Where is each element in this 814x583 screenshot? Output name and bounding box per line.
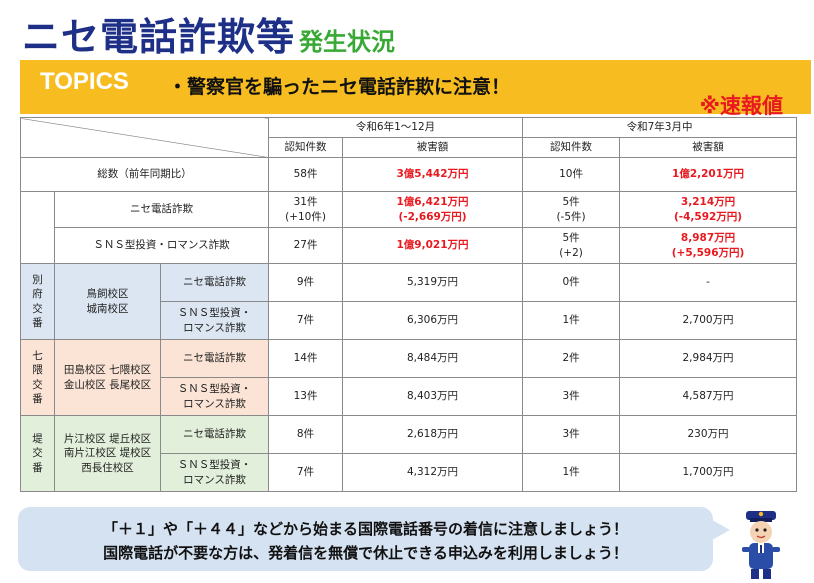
station-1-sns-p2-count: 1件 <box>522 301 621 340</box>
total-p2-damage: 1億2,201万円 <box>619 157 798 192</box>
station-1-nise-type: ニセ電話詐欺 <box>159 263 270 302</box>
station-2-name: 七隈交番 <box>20 339 55 416</box>
total-p1-count: 58件 <box>268 157 344 192</box>
station-2-schools: 田島校区 七隈校区 金山校区 長尾校区 <box>54 339 161 416</box>
station-3-schools: 片江校区 堤丘校区 南片江校区 堤校区 西長住校区 <box>54 415 161 492</box>
station-3-nise-p1-damage: 2,618万円 <box>342 415 524 454</box>
station-3-sns-p1-damage: 4,312万円 <box>342 453 524 492</box>
station-2-nise-p2-damage: 2,984万円 <box>619 339 798 378</box>
nise-p2-count: 5件 (-5件) <box>522 191 621 228</box>
nise-row: ニセ電話詐欺 31件 (+10件) 1億6,421万円 (-2,669万円) 5件(… <box>20 191 798 264</box>
total-label: 総数（前年同期比） <box>19 157 270 192</box>
station-3-sns-type: ＳＮＳ型投資・ ロマンス詐欺 <box>159 453 270 492</box>
station-1-sns-p1-damage: 6,306万円 <box>342 301 524 340</box>
sns-p1-damage: 1億9,021万円 <box>342 227 524 264</box>
notice-line-1: 「＋１」や「＋４４」などから始まる国際電話番号の着信に注意しましょう！ <box>102 520 628 538</box>
sns-p2-damage: 8,987万円 (+5,596万円) <box>619 227 798 264</box>
station-2-sns-p2-damage: 4,587万円 <box>619 377 798 416</box>
sns-row: ＳＮＳ型投資・ロマンス詐欺 27件 1億9,021万円 5件 (+2) 8,987… <box>21 227 798 264</box>
station-2-nise-row: 七隈交番 田島校区 七隈校区 金山校区 長尾校区 ニセ電話詐欺 14件 8,484… <box>20 339 798 416</box>
station-3-sns-p2-damage: 1,700万円 <box>619 453 798 492</box>
station-3-nise-p2-damage: 230万円 <box>619 415 798 454</box>
total-p2-count: 10件 <box>522 157 621 192</box>
page-title: ニセ電話詐欺等 発生状況 <box>22 4 395 56</box>
period2-header: 令和7年3月中 <box>522 117 798 138</box>
title-main: ニセ電話詐欺等 <box>22 15 296 59</box>
p2-count-header: 認知件数 <box>522 137 621 158</box>
station-2-sns-p1-damage: 8,403万円 <box>342 377 524 416</box>
sns-label: ＳＮＳ型投資・ロマンス詐欺 <box>53 227 270 264</box>
total-row: 総数（前年同期比） 58件 3億5,442万円 10件 1億2,201万円 <box>19 157 798 192</box>
station-3-name: 堤交番 <box>20 415 55 492</box>
station-2-nise-p2-count: 2件 <box>522 339 621 378</box>
flash-report-label: ※速報値 <box>699 94 783 118</box>
notice-line-2: 国際電話が不要な方は、発着信を無償で休止できる申込みを利用しましょう！ <box>103 544 628 562</box>
sns-p2-count: 5件 (+2) <box>522 227 621 264</box>
police-mascot-icon <box>742 511 780 579</box>
station-1-sns-row: ＳＮＳ型投資・ ロマンス詐欺 7件 6,306万円 1件 2,700万円 <box>20 301 798 340</box>
corner-cell <box>19 117 270 158</box>
station-2-sns-p1-count: 13件 <box>268 377 344 416</box>
nise-p1-count: 31件 (+10件) <box>268 191 344 228</box>
station-1-schools: 鳥飼校区 城南校区 <box>54 263 161 340</box>
nise-label: ニセ電話詐欺 <box>53 191 270 228</box>
station-1-nise-p2-count: 0件 <box>522 263 621 302</box>
p1-count-header: 認知件数 <box>268 137 344 158</box>
station-3-nise-p2-count: 3件 <box>522 415 621 454</box>
nise-p1-damage: 1億6,421万円 (-2,669万円) <box>342 191 524 228</box>
p2-damage-header: 被害額 <box>619 137 798 158</box>
topics-bar: TOPICS ・警察官を騙ったニセ電話詐欺に注意！ ※速報値 <box>20 60 811 118</box>
title-sub: 発生状況 <box>299 28 396 56</box>
p1-damage-header: 被害額 <box>342 137 524 158</box>
total-p1-damage: 3億5,442万円 <box>342 157 524 192</box>
station-3-sns-p1-count: 7件 <box>268 453 344 492</box>
bubble-tail <box>712 520 730 540</box>
station-1-nise-p1-damage: 5,319万円 <box>342 263 524 302</box>
station-2-sns-p2-count: 3件 <box>522 377 621 416</box>
station-1-nise-p1-count: 9件 <box>268 263 344 302</box>
station-2-nise-type: ニセ電話詐欺 <box>159 339 270 378</box>
station-2-nise-p1-count: 14件 <box>268 339 344 378</box>
station-1-sns-p1-count: 7件 <box>268 301 344 340</box>
notice-bubble: 「＋１」や「＋４４」などから始まる国際電話番号の着信に注意しましょう！ 国際電話… <box>18 507 713 571</box>
station-1-sns-p2-damage: 2,700万円 <box>619 301 798 340</box>
station-3-nise-type: ニセ電話詐欺 <box>159 415 270 454</box>
topics-text: ・警察官を騙ったニセ電話詐欺に注意！ <box>168 76 511 98</box>
indent-cell <box>20 191 55 264</box>
station-1-nise-row: 別府交番 鳥飼校区 城南校区 ニセ電話詐欺 9件 5,319万円 0件 - <box>20 263 798 340</box>
nise-p2-damage: 3,214万円 (-4,592万円) <box>619 191 798 228</box>
station-1-name: 別府交番 <box>20 263 55 340</box>
station-3-nise-p1-count: 8件 <box>268 415 344 454</box>
station-1-sns-type: ＳＮＳ型投資・ ロマンス詐欺 <box>159 301 270 340</box>
station-2-sns-type: ＳＮＳ型投資・ ロマンス詐欺 <box>159 377 270 416</box>
topics-label: TOPICS <box>40 68 129 95</box>
station-1-nise-p2-damage: - <box>619 263 798 302</box>
station-2-nise-p1-damage: 8,484万円 <box>342 339 524 378</box>
station-3-nise-row: 堤交番 片江校区 堤丘校区 南片江校区 堤校区 西長住校区 ニセ電話詐欺 8件 2,… <box>20 415 798 492</box>
period1-header: 令和6年1～12月 <box>268 117 524 138</box>
station-3-sns-p2-count: 1件 <box>522 453 621 492</box>
fraud-table: 令和6年1～12月 令和7年3月中 認知件数 被害額 認知件数 被害額 総数（前… <box>19 117 798 492</box>
sns-p1-count: 27件 <box>268 227 344 264</box>
